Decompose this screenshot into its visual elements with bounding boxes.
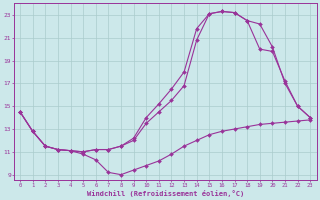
X-axis label: Windchill (Refroidissement éolien,°C): Windchill (Refroidissement éolien,°C) (86, 190, 244, 197)
